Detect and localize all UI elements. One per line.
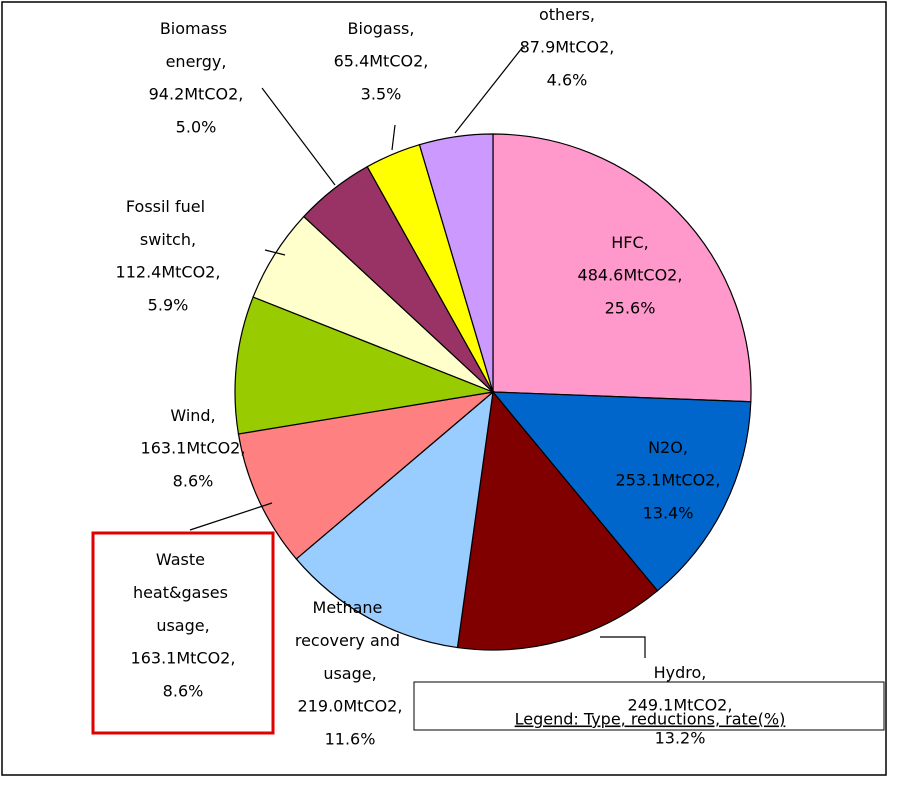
pie-slice [237, 391, 496, 560]
leader-line [600, 636, 646, 658]
slice-reduction-label: 94.2MtCO2, [149, 85, 244, 104]
slice-category-label: Fossil fuel switch, [126, 197, 210, 249]
slice-category-label: Wind, [170, 406, 215, 425]
slice-value-label: 5.9% [148, 296, 189, 315]
slice-category-label: others, [539, 5, 595, 24]
slice-category-label: Waste heat&gases usage, [133, 550, 233, 635]
pie-slice [295, 390, 494, 649]
slice-category-label: Biomass energy, [160, 19, 232, 71]
slice-reduction-label: 65.4MtCO2, [334, 52, 429, 71]
slice-value-label: 13.2% [655, 729, 706, 748]
slice-value-label: 25.6% [605, 299, 656, 318]
pie-slice [418, 133, 494, 393]
slice-reduction-label: 249.1MtCO2, [628, 696, 733, 715]
slice-reduction-label: 163.1MtCO2, [131, 649, 236, 668]
legend-note: Legend: Type, reductions, rate(%) [515, 710, 786, 729]
highlight-box [91, 531, 275, 735]
slice-value-label: 5.0% [176, 118, 217, 137]
slice-value-label: 13.4% [643, 504, 694, 523]
leader-line [189, 502, 273, 531]
slice-reduction-label: 163.1MtCO2, [141, 439, 246, 458]
pie-slice [491, 391, 752, 592]
pie-slice [492, 133, 752, 403]
slice-value-label: 4.6% [547, 71, 588, 90]
pie-slice [456, 390, 659, 651]
slice-category-label: N2O, [648, 438, 688, 457]
slice-category-label: Biogass, [348, 19, 415, 38]
slice-category-label: HFC, [611, 233, 649, 252]
leader-line [391, 124, 396, 151]
slice-value-label: 8.6% [163, 682, 204, 701]
leader-line [454, 47, 525, 134]
slice-category-label: Methane recovery and usage, [295, 598, 405, 683]
legend-box [413, 681, 885, 731]
slice-value-label: 3.5% [361, 85, 402, 104]
leader-line [264, 249, 286, 256]
slice-reduction-label: 87.9MtCO2, [520, 38, 615, 57]
slice-value-label: 11.6% [325, 730, 376, 749]
pie-slice [234, 296, 496, 435]
slice-reduction-label: 219.0MtCO2, [298, 697, 403, 716]
slice-reduction-label: 112.4MtCO2, [116, 263, 221, 282]
leader-line [261, 87, 336, 186]
slice-reduction-label: 484.6MtCO2, [578, 266, 683, 285]
slice-value-label: 8.6% [173, 472, 214, 491]
slice-reduction-label: 253.1MtCO2, [616, 471, 721, 490]
slice-category-label: Hydro, [654, 663, 707, 682]
